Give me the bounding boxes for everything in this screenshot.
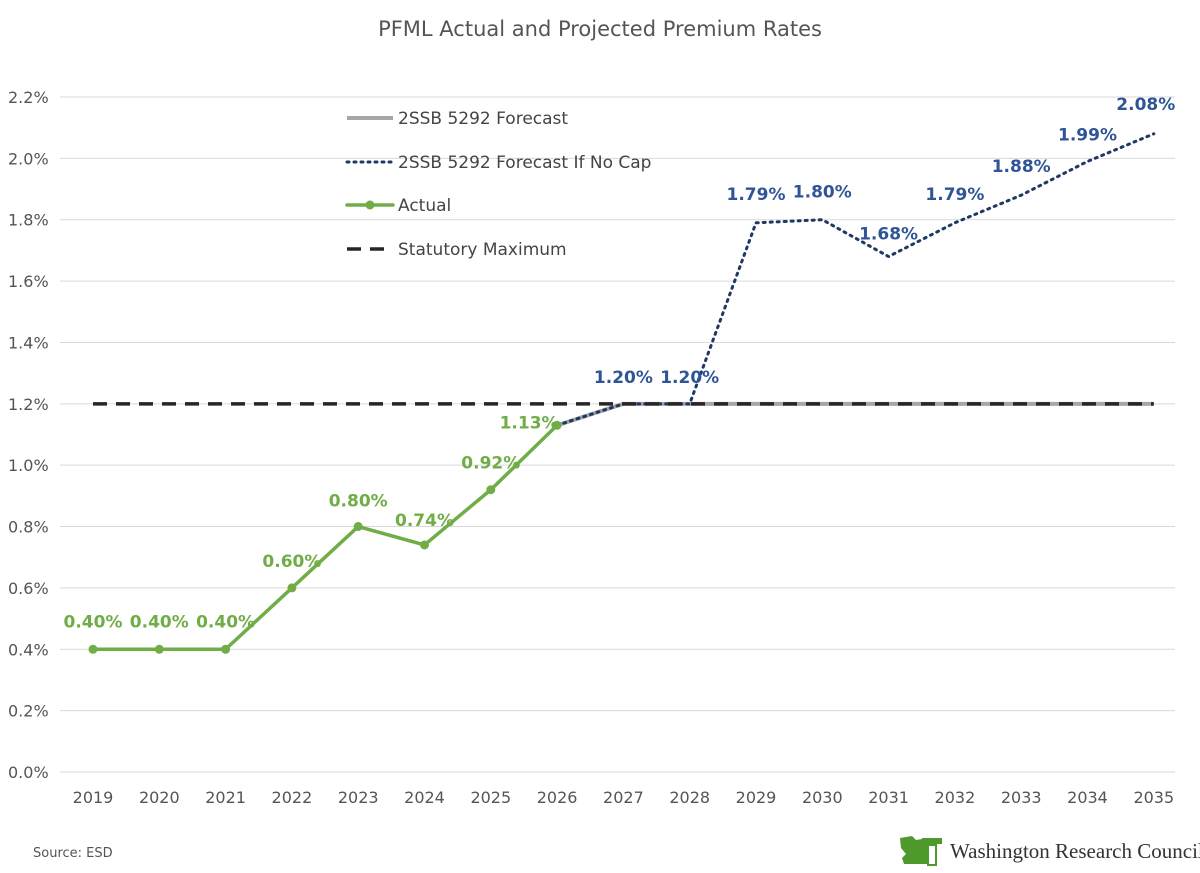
actual-data-label: 0.40%	[196, 612, 255, 632]
y-tick-label: 0.0%	[8, 763, 49, 782]
y-tick-label: 1.6%	[8, 272, 49, 291]
x-tick-label: 2024	[404, 788, 445, 807]
source-note: Source: ESD	[33, 846, 113, 861]
x-tick-label: 2029	[736, 788, 777, 807]
actual-point	[353, 522, 363, 532]
y-tick-label: 1.2%	[8, 395, 49, 414]
x-tick-label: 2035	[1133, 788, 1174, 807]
series-line-2ssb-5292-forecast-if-no-cap	[555, 132, 1156, 427]
legend-label: Statutory Maximum	[398, 240, 567, 260]
y-tick-label: 1.8%	[8, 211, 49, 230]
series-lines	[88, 132, 1156, 654]
y-tick-label: 0.2%	[8, 702, 49, 721]
gridlines	[60, 96, 1175, 773]
y-tick-label: 1.0%	[8, 456, 49, 475]
actual-point	[552, 420, 562, 430]
y-tick-label: 2.2%	[8, 88, 49, 107]
x-tick-label: 2027	[603, 788, 644, 807]
no-cap-data-label: 1.20%	[660, 368, 719, 388]
actual-point	[154, 644, 164, 654]
washington-research-council-logo: Washington Research Council	[898, 834, 1200, 868]
legend-label: 2SSB 5292 Forecast If No Cap	[398, 153, 651, 173]
y-tick-label: 0.8%	[8, 518, 49, 537]
x-tick-label: 2032	[935, 788, 976, 807]
x-tick-label: 2028	[669, 788, 710, 807]
actual-data-label: 0.40%	[64, 612, 123, 632]
actual-point	[88, 644, 98, 654]
chart-title: PFML Actual and Projected Premium Rates	[378, 17, 822, 41]
x-tick-label: 2021	[205, 788, 246, 807]
no-cap-data-label: 1.80%	[793, 183, 852, 203]
no-cap-data-label: 1.20%	[594, 368, 653, 388]
actual-data-label: 0.92%	[461, 454, 520, 474]
actual-data-label: 0.80%	[329, 492, 388, 512]
actual-point	[420, 540, 429, 550]
actual-data-label: 0.74%	[395, 511, 454, 531]
logo-text: Washington Research Council	[950, 838, 1200, 863]
actual-point	[486, 485, 496, 495]
y-tick-label: 2.0%	[8, 149, 49, 168]
series-line-2ssb-5292-forecast	[556, 401, 1154, 428]
no-cap-data-label: 1.79%	[727, 185, 786, 205]
x-tick-label: 2020	[139, 788, 180, 807]
x-tick-label: 2033	[1001, 788, 1042, 807]
x-tick-label: 2019	[73, 788, 114, 807]
x-tick-label: 2034	[1067, 788, 1108, 807]
y-tick-label: 0.6%	[8, 579, 49, 598]
legend-label: 2SSB 5292 Forecast	[398, 109, 568, 129]
y-axis-ticks: 0.0% 0.2% 0.4% 0.6% 0.8% 1.0% 1.2% 1.4% 1.6% 1.8%…	[8, 88, 49, 782]
x-tick-label: 2030	[802, 788, 843, 807]
no-cap-data-label: 1.99%	[1058, 125, 1117, 145]
legend-marker	[365, 200, 375, 210]
series-line-actual	[91, 423, 559, 652]
no-cap-data-label: 1.68%	[859, 225, 918, 245]
no-cap-data-label: 2.08%	[1116, 95, 1175, 115]
y-tick-label: 1.4%	[8, 333, 49, 352]
washington-state-icon	[900, 836, 942, 866]
actual-data-label: 1.13%	[500, 413, 559, 433]
x-tick-label: 2031	[868, 788, 909, 807]
no-cap-data-label: 1.79%	[925, 185, 984, 205]
legend-label: Actual	[398, 196, 451, 216]
no-cap-data-label: 1.88%	[992, 157, 1051, 177]
y-tick-label: 0.4%	[8, 640, 49, 659]
legend: 2SSB 5292 Forecast 2SSB 5292 Forecast If …	[345, 109, 651, 260]
x-tick-label: 2026	[537, 788, 578, 807]
data-labels: 0.40% 0.40% 0.40% 0.60% 0.80% 0.74% 0.92% 1.13%…	[64, 95, 1176, 632]
actual-data-label: 0.40%	[130, 612, 189, 632]
x-tick-label: 2025	[470, 788, 511, 807]
x-axis-ticks: 2019 2020 2021 2022 2023 2024 2025 2026 2027 2028…	[73, 788, 1175, 807]
x-tick-label: 2023	[338, 788, 379, 807]
actual-point	[287, 583, 297, 593]
actual-data-label: 0.60%	[262, 552, 321, 572]
actual-point	[221, 644, 231, 654]
x-tick-label: 2022	[272, 788, 313, 807]
